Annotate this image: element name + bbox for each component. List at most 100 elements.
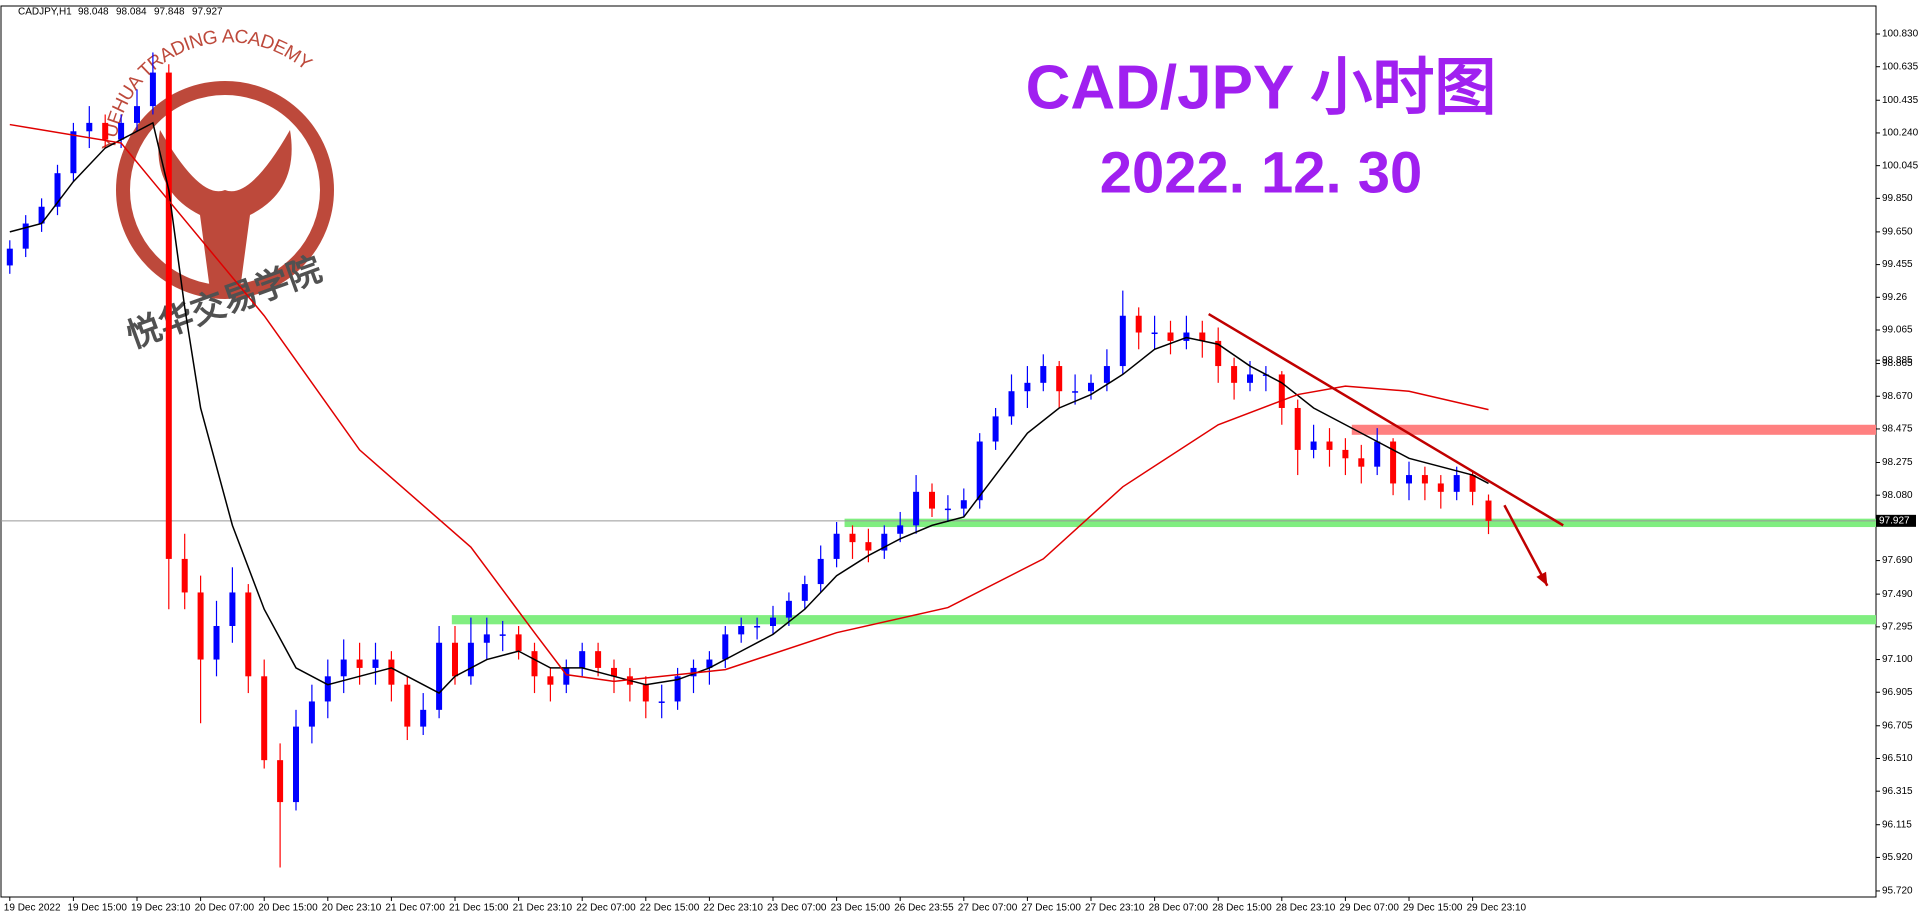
- candle-body: [1072, 391, 1079, 393]
- candle-body: [483, 634, 490, 643]
- y-tick-label: 96.315: [1882, 786, 1913, 797]
- candle-body: [70, 131, 77, 174]
- candle-body: [642, 684, 649, 702]
- candle-body: [563, 667, 570, 685]
- candle-body: [6, 248, 13, 266]
- plot-border: [0, 5, 1877, 898]
- candle-body: [1119, 315, 1126, 367]
- y-tick-label: 97.690: [1882, 555, 1913, 566]
- candle-body: [54, 173, 61, 207]
- logo-shape: [158, 130, 292, 290]
- candle-body: [579, 651, 586, 668]
- candle-body: [944, 508, 951, 511]
- candle-body: [849, 533, 856, 543]
- y-tick-label: 98.670: [1882, 391, 1913, 402]
- candle-body: [881, 533, 888, 551]
- candle-body: [1310, 441, 1317, 450]
- ohlc-low: 97.848: [154, 7, 185, 18]
- candle-body: [1103, 366, 1110, 383]
- candle-body: [1342, 449, 1349, 459]
- y-tick-label: 100.240: [1882, 128, 1918, 139]
- candle-body: [197, 592, 204, 660]
- moving-average: [9, 121, 1489, 695]
- candle-body: [817, 558, 824, 585]
- y-tick-label: 97.100: [1882, 654, 1913, 665]
- candle-body: [929, 491, 935, 509]
- ohlc-open: 98.048: [78, 7, 109, 18]
- candle-body: [1151, 332, 1158, 335]
- y-tick-label: 98.475: [1882, 424, 1913, 435]
- x-tick-label: 20 Dec 07:00: [195, 903, 255, 914]
- candle-body: [1421, 475, 1428, 484]
- x-tick-label: 19 Dec 15:00: [67, 903, 127, 914]
- zone: [844, 518, 1876, 528]
- candle-body: [1088, 382, 1094, 392]
- x-tick-label: 19 Dec 23:10: [131, 903, 191, 914]
- x-tick-label: 29 Dec 23:10: [1467, 903, 1527, 914]
- candle-body: [388, 659, 395, 685]
- x-tick-label: 20 Dec 23:10: [322, 903, 382, 914]
- candle-body: [1199, 332, 1206, 341]
- y-tick-label: 99.650: [1882, 227, 1913, 238]
- x-tick-label: 20 Dec 15:00: [258, 903, 318, 914]
- candle-body: [1040, 366, 1047, 383]
- candle-body: [913, 491, 920, 526]
- candle-body: [467, 642, 474, 677]
- candle-body: [165, 72, 172, 559]
- candle-body: [1294, 407, 1301, 450]
- candle-body: [404, 684, 411, 727]
- y-tick-label: 98.865: [1882, 358, 1913, 369]
- candle-body: [1056, 366, 1063, 392]
- y-tick-label: 96.705: [1882, 720, 1913, 731]
- x-tick-label: 21 Dec 23:10: [513, 903, 573, 914]
- moving-average: [9, 123, 1489, 683]
- candle-body: [324, 676, 331, 702]
- y-tick-label: 99.26: [1882, 292, 1907, 303]
- ohlc-high: 98.084: [116, 7, 147, 18]
- x-tick-label: 27 Dec 07:00: [958, 903, 1018, 914]
- trendline: [1208, 312, 1564, 527]
- arrow: [1503, 504, 1549, 587]
- candle-body: [277, 760, 284, 803]
- candle-body: [261, 676, 268, 761]
- x-tick-label: 22 Dec 15:00: [640, 903, 700, 914]
- y-tick-label: 97.490: [1882, 589, 1913, 600]
- x-tick-label: 19 Dec 2022: [4, 903, 61, 914]
- candle-body: [134, 106, 140, 123]
- candle-body: [976, 441, 983, 501]
- candle-body: [1469, 475, 1476, 492]
- y-tick-label: 98.275: [1882, 457, 1913, 468]
- candle-body: [372, 659, 379, 668]
- candle-body: [245, 592, 252, 677]
- price-label: 97.927: [1879, 515, 1910, 526]
- zone: [451, 615, 1876, 625]
- y-tick-label: 96.510: [1882, 753, 1913, 764]
- candle-body: [531, 651, 538, 677]
- candle-body: [499, 634, 506, 636]
- y-tick-label: 99.065: [1882, 325, 1913, 336]
- candle-body: [897, 525, 904, 534]
- y-tick-label: 98.080: [1882, 490, 1913, 501]
- y-tick-label: 99.850: [1882, 193, 1913, 204]
- candle-body: [436, 642, 443, 710]
- y-tick-label: 95.720: [1882, 886, 1913, 897]
- x-tick-label: 29 Dec 15:00: [1403, 903, 1463, 914]
- price-label-box: [1876, 514, 1916, 527]
- candle-body: [1485, 500, 1492, 521]
- candle-body: [149, 72, 156, 107]
- candle-body: [595, 651, 602, 668]
- candle-body: [706, 659, 713, 668]
- y-tick-label: 100.830: [1882, 29, 1918, 40]
- x-tick-label: 28 Dec 07:00: [1149, 903, 1209, 914]
- y-tick-label: 95.920: [1882, 852, 1913, 863]
- candle-body: [770, 617, 776, 626]
- x-tick-label: 27 Dec 23:10: [1085, 903, 1145, 914]
- x-tick-label: 22 Dec 07:00: [576, 903, 636, 914]
- y-tick-label: 98.885: [1882, 355, 1913, 366]
- candle-body: [658, 701, 665, 703]
- candle-body: [960, 500, 967, 509]
- candle-body: [213, 625, 220, 660]
- candle-body: [1390, 441, 1397, 484]
- arrow-head: [1536, 571, 1548, 586]
- y-tick-label: 99.455: [1882, 259, 1913, 270]
